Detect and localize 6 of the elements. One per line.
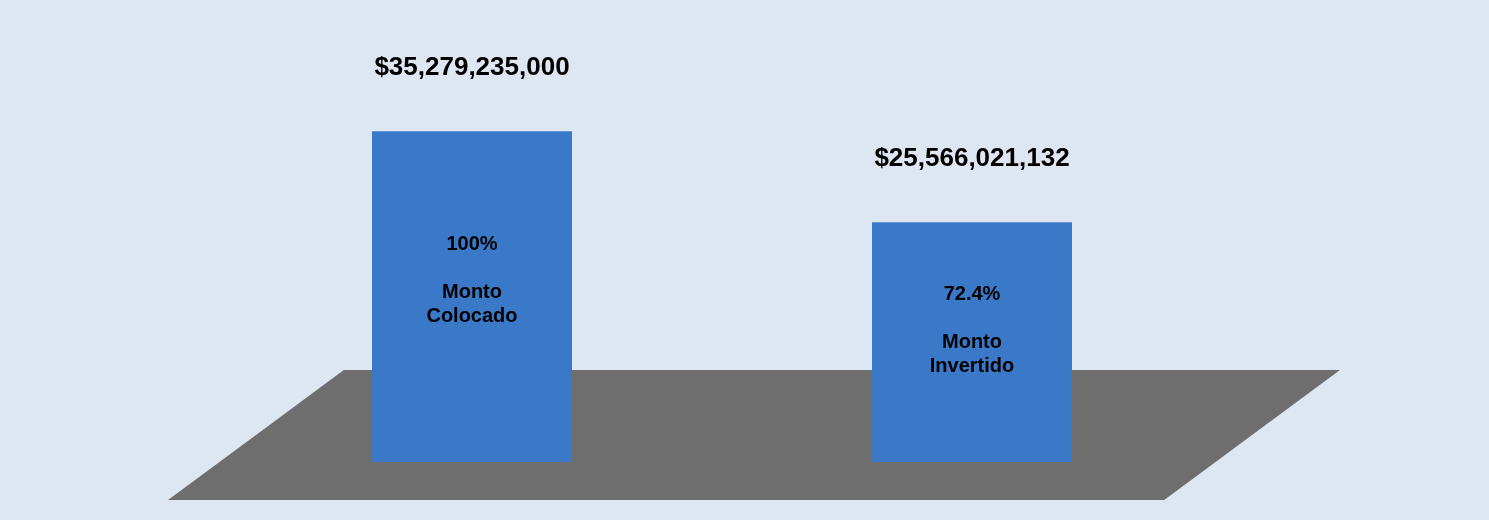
annotation: 72.4% <box>943 281 1001 304</box>
x-tick-label: Monto Invertido <box>929 329 1015 376</box>
x-tick-label: Monto Colocado <box>426 279 518 326</box>
data-label: $35,279,235,000 <box>374 51 570 82</box>
annotation: 100% <box>446 231 498 254</box>
data-label: $25,566,021,132 <box>874 142 1070 173</box>
